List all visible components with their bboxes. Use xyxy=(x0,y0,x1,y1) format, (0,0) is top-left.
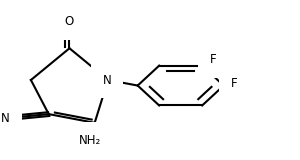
Text: F: F xyxy=(231,77,238,90)
Text: F: F xyxy=(243,79,250,92)
Text: F: F xyxy=(210,53,216,66)
Text: NH₂: NH₂ xyxy=(79,134,101,147)
Text: F: F xyxy=(213,40,220,53)
Text: N: N xyxy=(1,112,10,125)
Text: N: N xyxy=(103,73,112,87)
Text: O: O xyxy=(65,15,74,28)
